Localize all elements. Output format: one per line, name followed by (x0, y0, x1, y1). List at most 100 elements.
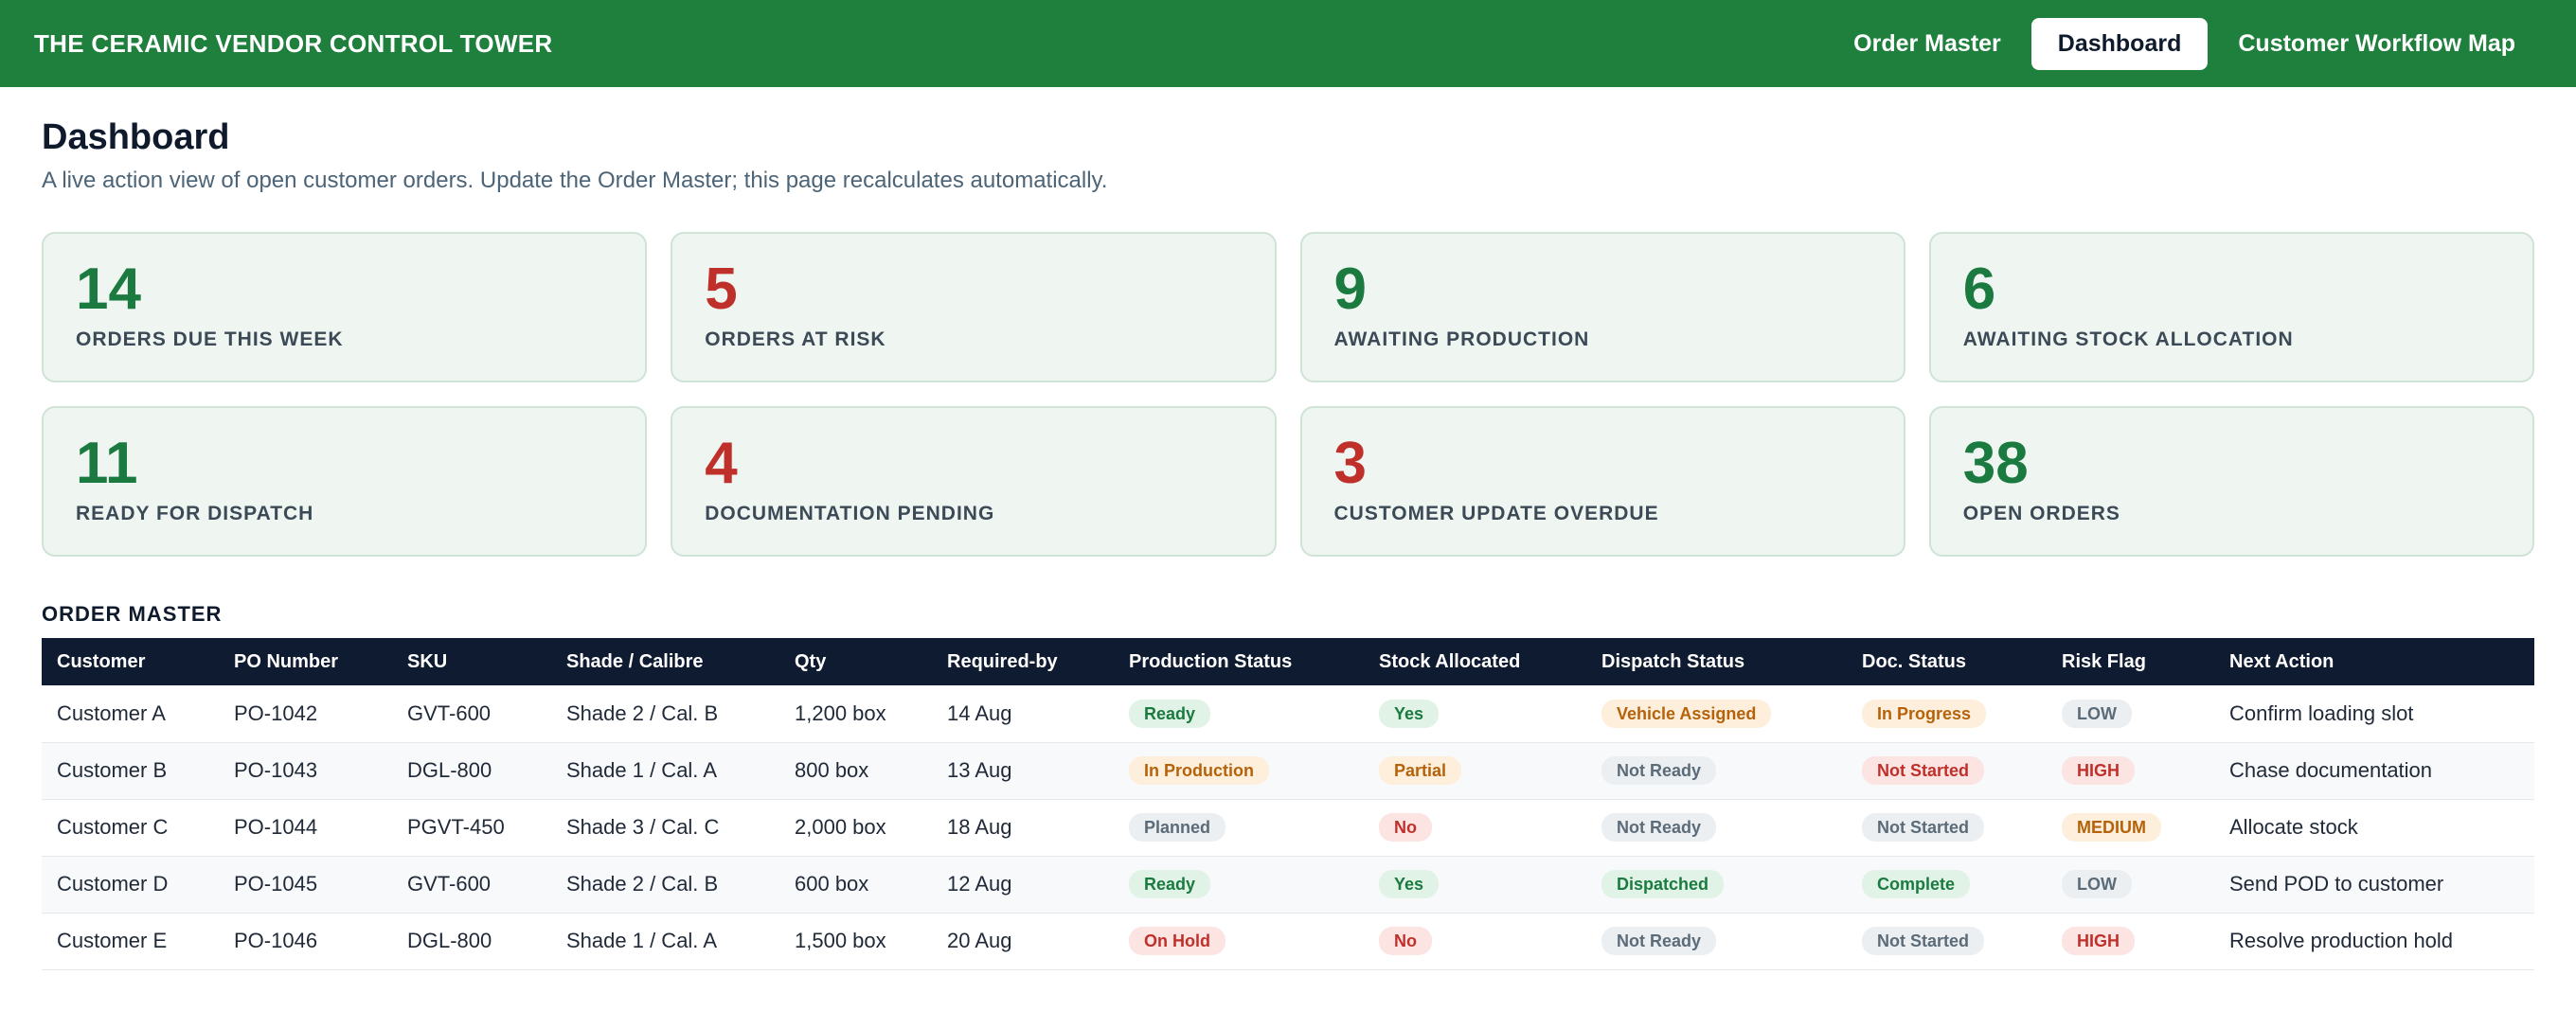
cell-doc-status: Not Started (1847, 913, 2047, 970)
cell-next-action: Chase documentation (2214, 742, 2534, 800)
kpi-card-awaiting-production[interactable]: 9 AWAITING PRODUCTION (1299, 232, 1905, 382)
cell-shade-calibre: Shade 1 / Cal. A (551, 913, 779, 970)
cell-risk-flag: HIGH (2047, 913, 2214, 970)
cell-qty: 800 box (779, 742, 932, 800)
cell-production-status: Planned (1114, 799, 1364, 857)
doc-status-badge: Not Started (1862, 756, 1985, 785)
kpi-value: 4 (705, 431, 738, 496)
cell-sku: GVT-600 (392, 856, 551, 913)
production-status-badge: In Production (1129, 756, 1269, 785)
risk-flag-badge: LOW (2062, 870, 2132, 898)
cell-customer: Customer B (42, 742, 219, 800)
column-header-required-by[interactable]: Required-by (932, 638, 1114, 685)
app-title: THE CERAMIC VENDOR CONTROL TOWER (34, 28, 553, 58)
stock-allocated-badge: Partial (1379, 756, 1462, 785)
table-row[interactable]: Customer A PO-1042 GVT-600 Shade 2 / Cal… (42, 685, 2534, 743)
cell-doc-status: Not Started (1847, 742, 2047, 800)
production-status-badge: Ready (1129, 699, 1211, 728)
production-status-badge: Planned (1129, 813, 1226, 842)
cell-production-status: Ready (1114, 685, 1364, 743)
table-row[interactable]: Customer D PO-1045 GVT-600 Shade 2 / Cal… (42, 856, 2534, 913)
cell-required-by: 20 Aug (932, 913, 1114, 970)
order-master-table: Customer PO Number SKU Shade / Calibre Q… (42, 638, 2534, 970)
kpi-value: 5 (705, 257, 738, 322)
kpi-grid: 14 ORDERS DUE THIS WEEK 5 ORDERS AT RISK… (42, 232, 2534, 557)
cell-sku: GVT-600 (392, 685, 551, 743)
column-header-risk-flag[interactable]: Risk Flag (2047, 638, 2214, 685)
nav-tab-customer-workflow-map[interactable]: Customer Workflow Map (2238, 29, 2515, 57)
kpi-value: 14 (76, 257, 141, 322)
risk-flag-badge: HIGH (2062, 927, 2135, 955)
kpi-card-documentation-pending[interactable]: 4 DOCUMENTATION PENDING (671, 406, 1277, 557)
cell-stock-allocated: Yes (1364, 685, 1586, 743)
doc-status-badge: Complete (1862, 870, 1971, 898)
stock-allocated-badge: No (1379, 813, 1432, 842)
cell-stock-allocated: Partial (1364, 742, 1586, 800)
column-header-doc-status[interactable]: Doc. Status (1847, 638, 2047, 685)
table-row[interactable]: Customer C PO-1044 PGVT-450 Shade 3 / Ca… (42, 799, 2534, 857)
dispatch-status-badge: Dispatched (1601, 870, 1725, 898)
risk-flag-badge: MEDIUM (2062, 813, 2161, 842)
cell-next-action: Allocate stock (2214, 799, 2534, 857)
doc-status-badge: Not Started (1862, 813, 1985, 842)
cell-dispatch-status: Not Ready (1586, 913, 1847, 970)
column-header-stock-allocated[interactable]: Stock Allocated (1364, 638, 1586, 685)
kpi-card-orders-at-risk[interactable]: 5 ORDERS AT RISK (671, 232, 1277, 382)
cell-customer: Customer E (42, 913, 219, 970)
cell-customer: Customer C (42, 799, 219, 857)
cell-stock-allocated: Yes (1364, 856, 1586, 913)
cell-shade-calibre: Shade 2 / Cal. B (551, 685, 779, 743)
column-header-shade-calibre[interactable]: Shade / Calibre (551, 638, 779, 685)
cell-stock-allocated: No (1364, 799, 1586, 857)
cell-po-number: PO-1042 (219, 685, 392, 743)
cell-production-status: In Production (1114, 742, 1364, 800)
column-header-customer[interactable]: Customer (42, 638, 219, 685)
kpi-card-awaiting-stock-allocation[interactable]: 6 AWAITING STOCK ALLOCATION (1928, 232, 2534, 382)
table-row[interactable]: Customer E PO-1046 DGL-800 Shade 1 / Cal… (42, 913, 2534, 970)
kpi-card-open-orders[interactable]: 38 OPEN ORDERS (1928, 406, 2534, 557)
kpi-card-orders-due-this-week[interactable]: 14 ORDERS DUE THIS WEEK (42, 232, 648, 382)
cell-sku: DGL-800 (392, 913, 551, 970)
kpi-label: AWAITING STOCK ALLOCATION (1962, 328, 2294, 350)
cell-po-number: PO-1043 (219, 742, 392, 800)
cell-next-action: Send POD to customer (2214, 856, 2534, 913)
doc-status-badge: In Progress (1862, 699, 1987, 728)
cell-required-by: 12 Aug (932, 856, 1114, 913)
dispatch-status-badge: Not Ready (1601, 813, 1717, 842)
kpi-label: READY FOR DISPATCH (76, 503, 314, 524)
column-header-sku[interactable]: SKU (392, 638, 551, 685)
main-nav: Order Master Dashboard Customer Workflow… (1823, 17, 2542, 70)
cell-shade-calibre: Shade 1 / Cal. A (551, 742, 779, 800)
table-row[interactable]: Customer B PO-1043 DGL-800 Shade 1 / Cal… (42, 742, 2534, 800)
stock-allocated-badge: Yes (1379, 699, 1440, 728)
top-bar: THE CERAMIC VENDOR CONTROL TOWER Order M… (0, 0, 2576, 87)
dispatch-status-badge: Not Ready (1601, 927, 1717, 955)
cell-risk-flag: LOW (2047, 856, 2214, 913)
cell-risk-flag: LOW (2047, 685, 2214, 743)
column-header-dispatch-status[interactable]: Dispatch Status (1586, 638, 1847, 685)
column-header-qty[interactable]: Qty (779, 638, 932, 685)
nav-tab-order-master[interactable]: Order Master (1853, 29, 2001, 57)
kpi-value: 11 (76, 431, 138, 496)
cell-next-action: Resolve production hold (2214, 913, 2534, 970)
kpi-card-ready-for-dispatch[interactable]: 11 READY FOR DISPATCH (42, 406, 648, 557)
cell-risk-flag: HIGH (2047, 742, 2214, 800)
cell-sku: PGVT-450 (392, 799, 551, 857)
kpi-value: 6 (1962, 257, 1996, 322)
kpi-card-customer-update-overdue[interactable]: 3 CUSTOMER UPDATE OVERDUE (1299, 406, 1905, 557)
cell-shade-calibre: Shade 2 / Cal. B (551, 856, 779, 913)
kpi-label: AWAITING PRODUCTION (1333, 328, 1590, 350)
column-header-next-action[interactable]: Next Action (2214, 638, 2534, 685)
column-header-po-number[interactable]: PO Number (219, 638, 392, 685)
cell-dispatch-status: Vehicle Assigned (1586, 685, 1847, 743)
dashboard-main: Dashboard A live action view of open cus… (0, 87, 2576, 970)
cell-qty: 1,500 box (779, 913, 932, 970)
stock-allocated-badge: No (1379, 927, 1432, 955)
column-header-production-status[interactable]: Production Status (1114, 638, 1364, 685)
stock-allocated-badge: Yes (1379, 870, 1440, 898)
cell-dispatch-status: Not Ready (1586, 799, 1847, 857)
doc-status-badge: Not Started (1862, 927, 1985, 955)
cell-qty: 1,200 box (779, 685, 932, 743)
cell-doc-status: Complete (1847, 856, 2047, 913)
nav-tab-dashboard[interactable]: Dashboard (2030, 17, 2209, 70)
